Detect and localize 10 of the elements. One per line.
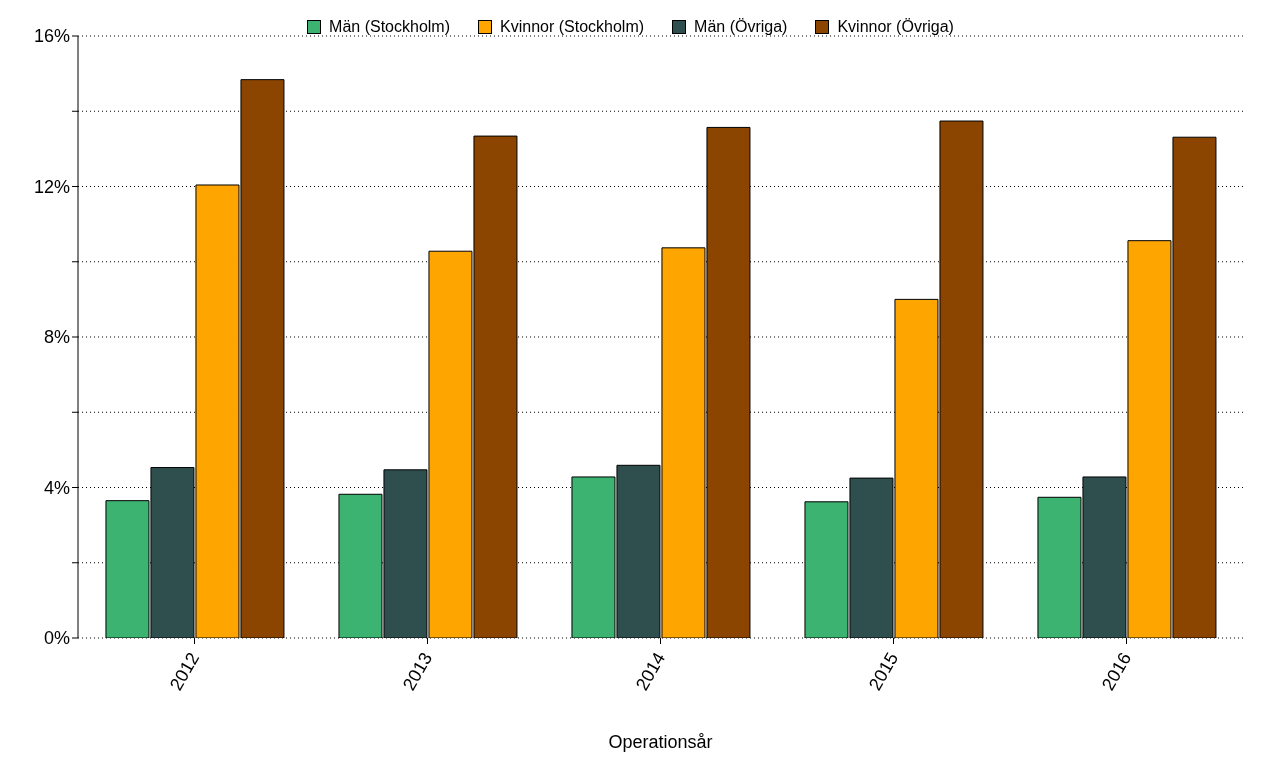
legend-label: Kvinnor (Stockholm) bbox=[499, 18, 645, 36]
y-tick-label: 12% bbox=[33, 176, 70, 197]
y-tick-label: 16% bbox=[33, 26, 70, 47]
legend-label: Män (Övriga) bbox=[693, 18, 788, 36]
y-tick-label: 8% bbox=[43, 327, 70, 348]
y-tick-label: 0% bbox=[43, 628, 70, 649]
legend-label: Män (Stockholm) bbox=[328, 18, 451, 36]
legend-label: Kvinnor (Övriga) bbox=[836, 18, 954, 36]
y-tick-label: 4% bbox=[43, 477, 70, 498]
x-axis-title: Operationsår bbox=[608, 732, 713, 752]
